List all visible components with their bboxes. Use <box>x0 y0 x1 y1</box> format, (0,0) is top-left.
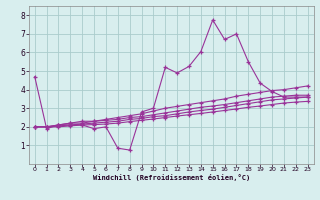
X-axis label: Windchill (Refroidissement éolien,°C): Windchill (Refroidissement éolien,°C) <box>92 174 250 181</box>
